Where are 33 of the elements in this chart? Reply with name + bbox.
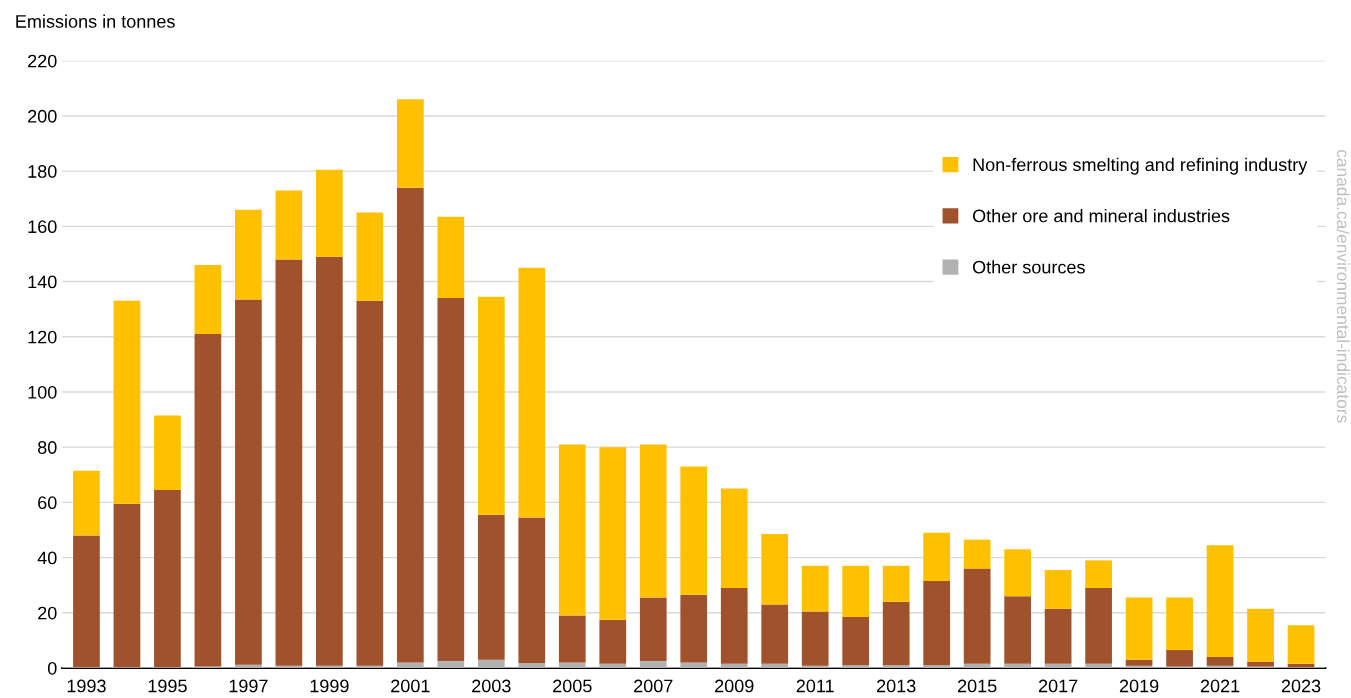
y-tick-label: 60 (38, 496, 57, 510)
y-tick-label: 100 (28, 385, 57, 399)
y-tick-label: 20 (38, 606, 57, 620)
x-tick-label: 1999 (310, 679, 349, 693)
y-tick-label: 180 (28, 165, 57, 178)
y-tick-label: 220 (28, 54, 57, 68)
x-tick-label: 2001 (391, 679, 430, 693)
x-tick-label: 2005 (553, 679, 592, 693)
x-tick-label: 2007 (634, 679, 673, 693)
y-tick-label: 140 (28, 275, 57, 289)
y-tick-label: 120 (28, 330, 57, 344)
x-tick-label: 2015 (957, 679, 997, 693)
y-tick-label: 200 (28, 109, 57, 123)
y-tick-label: 80 (37, 441, 57, 454)
x-tick-label: 2021 (1200, 679, 1240, 693)
y-tick-label: 0 (47, 661, 57, 675)
x-tick-label: 1995 (148, 679, 187, 693)
x-tick-label: 2013 (877, 679, 916, 693)
legend-label: Other ore and mineral industries (972, 209, 1230, 223)
text: canada.ca/environmental-indicators (1336, 149, 1350, 423)
legend-label: Non-ferrous smelting and refining industry (973, 157, 1308, 175)
x-tick-label: 1993 (67, 679, 106, 693)
x-tick-label: 2003 (472, 679, 511, 693)
x-tick-label: 2011 (796, 679, 834, 693)
legend-label: Other sources (972, 260, 1085, 274)
y-tick-label: 160 (28, 220, 57, 234)
y-tick-label: 40 (37, 551, 57, 565)
x-tick-label: 2019 (1119, 679, 1159, 693)
x-tick-label: 2017 (1038, 679, 1078, 693)
x-tick-label: 1997 (229, 679, 268, 693)
x-tick-label: 2009 (715, 679, 754, 693)
y-axis-title: Emissions in tonnes (16, 14, 175, 28)
x-tick-label: 2023 (1281, 679, 1321, 693)
